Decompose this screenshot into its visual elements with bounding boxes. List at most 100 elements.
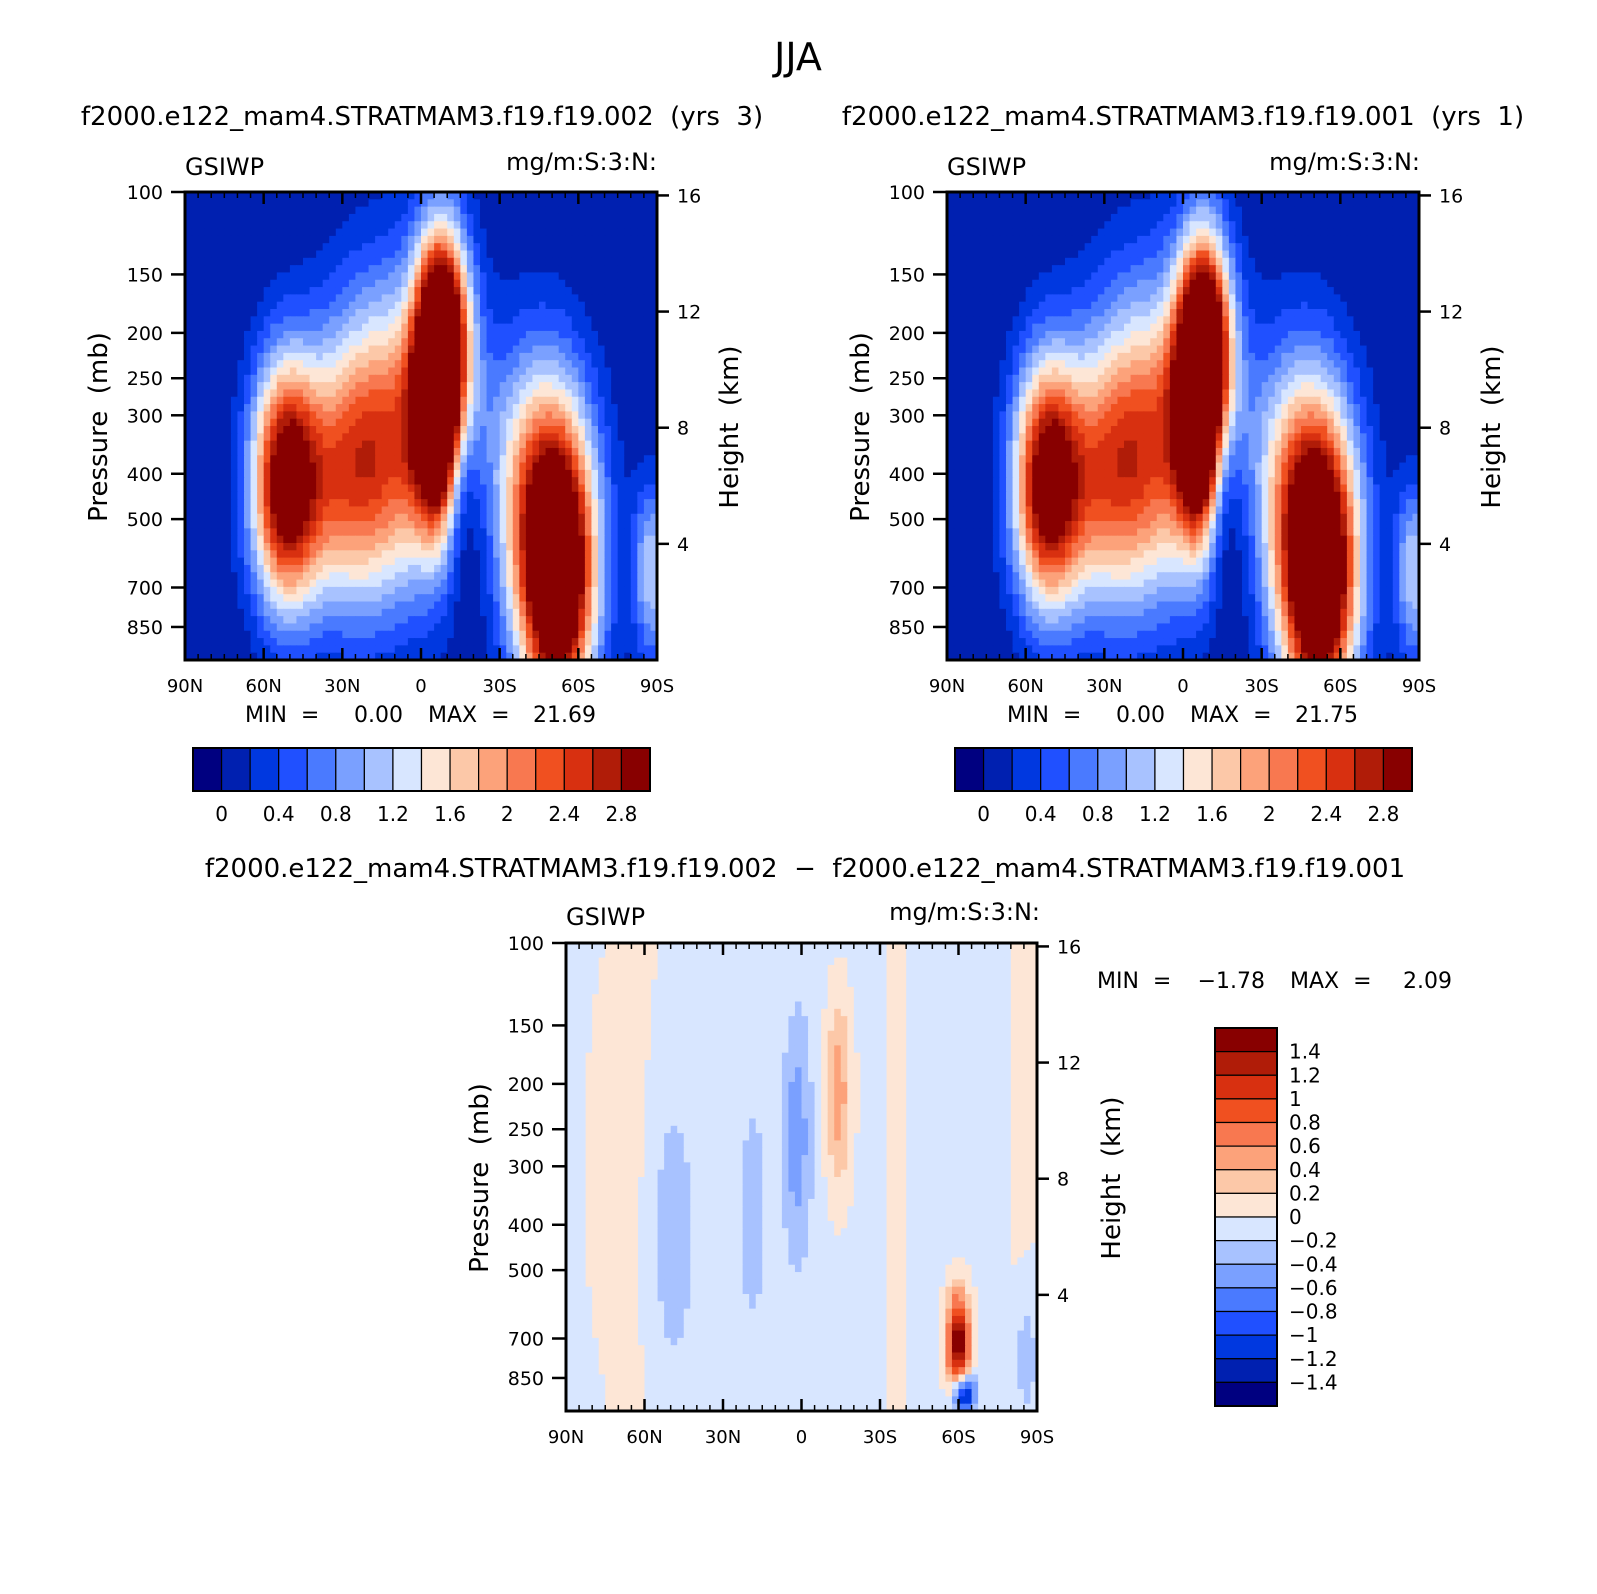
field-cell xyxy=(309,279,317,288)
field-cell xyxy=(191,279,199,288)
field-cell xyxy=(447,638,455,646)
field-cell xyxy=(1124,192,1132,200)
field-cell xyxy=(447,601,455,610)
field-cell xyxy=(368,543,376,551)
field-cell xyxy=(388,213,396,222)
field-cell xyxy=(427,199,435,208)
field-cell xyxy=(532,572,540,581)
field-cell xyxy=(1025,192,1033,200)
field-cell xyxy=(440,235,448,244)
field-cell xyxy=(460,192,468,200)
field-cell xyxy=(453,469,461,478)
field-cell xyxy=(375,367,383,376)
field-cell xyxy=(460,309,468,317)
field-cell xyxy=(480,323,488,332)
field-cell xyxy=(388,374,396,383)
field-cell xyxy=(650,528,658,537)
field-cell xyxy=(421,338,429,347)
field-cell xyxy=(407,499,416,508)
field-cell xyxy=(565,272,573,281)
field-cell xyxy=(237,257,245,266)
field-cell xyxy=(198,316,206,325)
field-cell xyxy=(283,389,291,398)
field-cell xyxy=(525,564,534,573)
field-cell xyxy=(1110,199,1119,208)
field-cell xyxy=(617,360,625,369)
field-cell xyxy=(966,206,974,215)
field-cell xyxy=(289,521,298,529)
field-cell xyxy=(525,528,534,537)
field-cell xyxy=(342,652,350,661)
field-cell xyxy=(224,433,232,442)
field-cell xyxy=(643,564,652,573)
field-cell xyxy=(519,440,527,449)
field-cell xyxy=(1228,199,1237,208)
field-cell xyxy=(309,543,317,551)
field-cell xyxy=(571,411,579,420)
field-cell xyxy=(1091,199,1099,208)
field-cell xyxy=(289,528,298,537)
field-cell xyxy=(335,521,343,529)
field-cell xyxy=(224,367,232,376)
field-cell xyxy=(584,352,593,361)
field-cell xyxy=(1110,206,1119,215)
field-cell xyxy=(617,228,625,237)
field-cell xyxy=(545,301,553,310)
field-cell xyxy=(185,455,193,464)
field-cell xyxy=(584,235,593,244)
field-cell xyxy=(211,287,219,295)
field-cell xyxy=(512,374,520,383)
field-cell xyxy=(375,330,383,339)
field-cell xyxy=(1228,206,1237,215)
field-cell xyxy=(421,652,429,661)
field-cell xyxy=(355,499,363,508)
field-cell xyxy=(617,433,625,442)
field-cell xyxy=(296,301,304,310)
field-cell xyxy=(493,586,501,595)
field-cell xyxy=(611,382,619,391)
field-cell xyxy=(584,257,593,266)
field-cell xyxy=(309,462,317,471)
field-cell xyxy=(643,213,652,222)
field-cell xyxy=(375,309,383,317)
field-cell xyxy=(368,265,376,274)
field-cell xyxy=(493,455,501,464)
field-cell xyxy=(257,316,265,325)
field-cell xyxy=(440,491,448,500)
field-cell xyxy=(421,630,429,639)
field-cell xyxy=(1051,199,1060,208)
field-cell xyxy=(250,557,258,566)
field-cell xyxy=(257,382,265,391)
field-cell xyxy=(270,484,278,493)
field-cell xyxy=(519,608,527,617)
field-cell xyxy=(381,323,389,332)
field-cell xyxy=(1346,206,1355,215)
field-cell xyxy=(440,352,448,361)
field-cell xyxy=(388,608,396,617)
field-cell xyxy=(368,323,376,332)
field-cell xyxy=(198,338,206,347)
field-cell xyxy=(263,579,271,588)
field-cell xyxy=(427,418,435,427)
field-cell xyxy=(322,586,330,595)
field-cell xyxy=(519,535,527,544)
field-cell xyxy=(316,309,324,317)
field-cell xyxy=(427,367,435,376)
field-cell xyxy=(506,440,514,449)
field-cell xyxy=(525,462,534,471)
field-cell xyxy=(211,557,219,566)
field-cell xyxy=(230,579,239,588)
field-cell xyxy=(434,257,442,266)
field-cell xyxy=(250,645,258,654)
field-cell xyxy=(643,469,652,478)
field-cell xyxy=(362,484,370,493)
field-cell xyxy=(335,316,343,325)
field-cell xyxy=(434,389,442,398)
field-cell xyxy=(512,367,520,376)
field-cell xyxy=(532,404,540,412)
field-cell xyxy=(289,469,298,478)
field-cell xyxy=(643,528,652,537)
field-cell xyxy=(257,309,265,317)
field-cell xyxy=(303,550,311,559)
field-cell xyxy=(643,572,652,581)
